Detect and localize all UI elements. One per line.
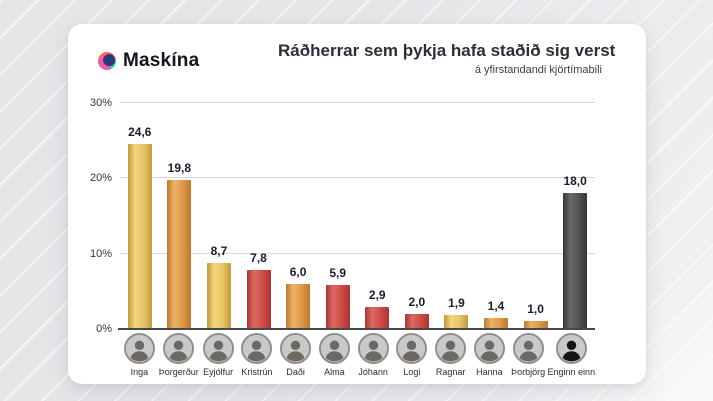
bar-column: 5,9 xyxy=(318,103,358,329)
category-item: Jóhann xyxy=(354,333,393,377)
bar-value-label: 2,9 xyxy=(368,288,386,303)
category-item: Eyjólfur xyxy=(199,333,238,377)
person-avatar xyxy=(396,333,428,364)
bar-column: 18,0 xyxy=(555,103,595,329)
category-item: Þorbjörg xyxy=(509,333,548,377)
category-label: Inga xyxy=(130,367,149,377)
category-label: Eyjólfur xyxy=(203,367,234,377)
category-item: Enginn einn xyxy=(547,333,596,377)
category-label: Daði xyxy=(286,367,305,377)
bar-Þorgerður xyxy=(167,179,192,329)
bar-Alma xyxy=(325,284,350,329)
bar-column: 24,6 xyxy=(120,103,160,329)
person-avatar xyxy=(280,333,312,364)
bar-Daði xyxy=(286,283,311,329)
category-label: Þorbjörg xyxy=(511,367,546,377)
category-label: Alma xyxy=(324,367,345,377)
bar-value-label: 18,0 xyxy=(563,174,587,189)
y-axis-tick-label: 10% xyxy=(89,247,112,260)
category-label: Ragnar xyxy=(435,367,466,377)
bar-column: 19,8 xyxy=(160,103,200,329)
chart-card: Maskína Ráðherrar sem þykja hafa staðið … xyxy=(68,24,646,384)
person-avatar xyxy=(318,333,350,364)
person-avatar xyxy=(473,333,505,364)
chart-title: Ráðherrar sem þykja hafa staðið sig vers… xyxy=(278,41,616,60)
bar-value-label: 1,9 xyxy=(448,295,465,310)
bar-chart-plot-area: 24,6 19,8 8,7 7,8 6,0 5,9 2,9 2,0 1,9 1,4 1,0 18,0 … xyxy=(90,97,595,335)
gridline-10 xyxy=(120,252,595,254)
title-block: Ráðherrar sem þykja hafa staðið sig vers… xyxy=(278,41,616,76)
bar-Jóhann xyxy=(365,307,390,329)
gridline-20 xyxy=(120,177,595,179)
category-axis: Inga Þorgerður Eyjólfur Kristrún Daði Alma Jóh… xyxy=(120,333,595,377)
bar-value-label: 8,7 xyxy=(210,244,228,259)
category-item: Kristrún xyxy=(238,333,277,377)
bar-column: 2,9 xyxy=(357,103,397,329)
bars-container: 24,6 19,8 8,7 7,8 6,0 5,9 2,9 2,0 1,9 1,4 1,0 18,0 xyxy=(120,103,595,329)
bar-value-label: 19,8 xyxy=(167,160,192,175)
brand-name: Maskína xyxy=(123,50,200,71)
bar-Eyjólfur xyxy=(206,263,231,329)
gridline-30 xyxy=(120,102,595,103)
person-avatar xyxy=(512,333,544,364)
person-avatar xyxy=(435,333,467,364)
y-axis-tick-label: 0% xyxy=(96,323,112,335)
category-item: Ragnar xyxy=(431,333,470,377)
category-label: Logi xyxy=(403,367,421,377)
bar-column: 1,0 xyxy=(516,103,556,329)
bar-Enginn einn xyxy=(563,193,588,329)
bar-Logi xyxy=(404,313,429,329)
bar-Kristrún xyxy=(246,270,271,329)
chart-subtitle: á yfirstandandi kjörtímabili xyxy=(474,64,602,76)
person-avatar xyxy=(163,333,195,364)
category-item: Inga xyxy=(120,333,159,377)
person-avatar xyxy=(241,333,273,364)
bar-value-label: 6,0 xyxy=(289,264,307,279)
category-item: Þorgerður xyxy=(159,333,199,377)
bar-column: 7,8 xyxy=(239,103,279,329)
bar-value-label: 7,8 xyxy=(250,251,267,266)
bar-column: 1,4 xyxy=(476,103,516,329)
bar-column: 1,9 xyxy=(437,103,477,329)
bar-value-label: 1,4 xyxy=(487,299,505,314)
category-label: Enginn einn xyxy=(547,367,596,377)
bar-value-label: 1,0 xyxy=(527,302,544,317)
category-item: Logi xyxy=(393,333,432,377)
bar-Ragnar xyxy=(444,314,469,329)
bar-value-label: 24,6 xyxy=(128,124,152,139)
category-label: Þorgerður xyxy=(158,367,199,377)
bar-value-label: 2,0 xyxy=(408,294,426,309)
bar-Hanna xyxy=(483,318,508,329)
category-label: Hanna xyxy=(476,367,503,377)
category-item: Daði xyxy=(276,333,315,377)
person-avatar xyxy=(202,333,234,364)
bar-column: 8,7 xyxy=(199,103,239,329)
category-item: Hanna xyxy=(470,333,509,377)
anonymous-avatar-icon xyxy=(555,333,587,364)
x-axis-baseline xyxy=(118,328,595,330)
maskina-logo-icon xyxy=(98,52,116,70)
bar-Inga xyxy=(127,143,152,329)
person-avatar xyxy=(123,333,155,364)
bar-column: 6,0 xyxy=(278,103,318,329)
category-label: Jóhann xyxy=(358,367,388,377)
y-axis-tick-label: 20% xyxy=(89,172,112,185)
bar-Þorbjörg xyxy=(523,321,548,329)
person-avatar xyxy=(357,333,389,364)
bar-column: 2,0 xyxy=(397,103,437,329)
maskina-logo: Maskína xyxy=(98,50,199,72)
category-label: Kristrún xyxy=(241,367,273,377)
bar-value-label: 5,9 xyxy=(329,265,347,280)
category-item: Alma xyxy=(315,333,354,377)
y-axis-tick-label: 30% xyxy=(89,97,112,109)
